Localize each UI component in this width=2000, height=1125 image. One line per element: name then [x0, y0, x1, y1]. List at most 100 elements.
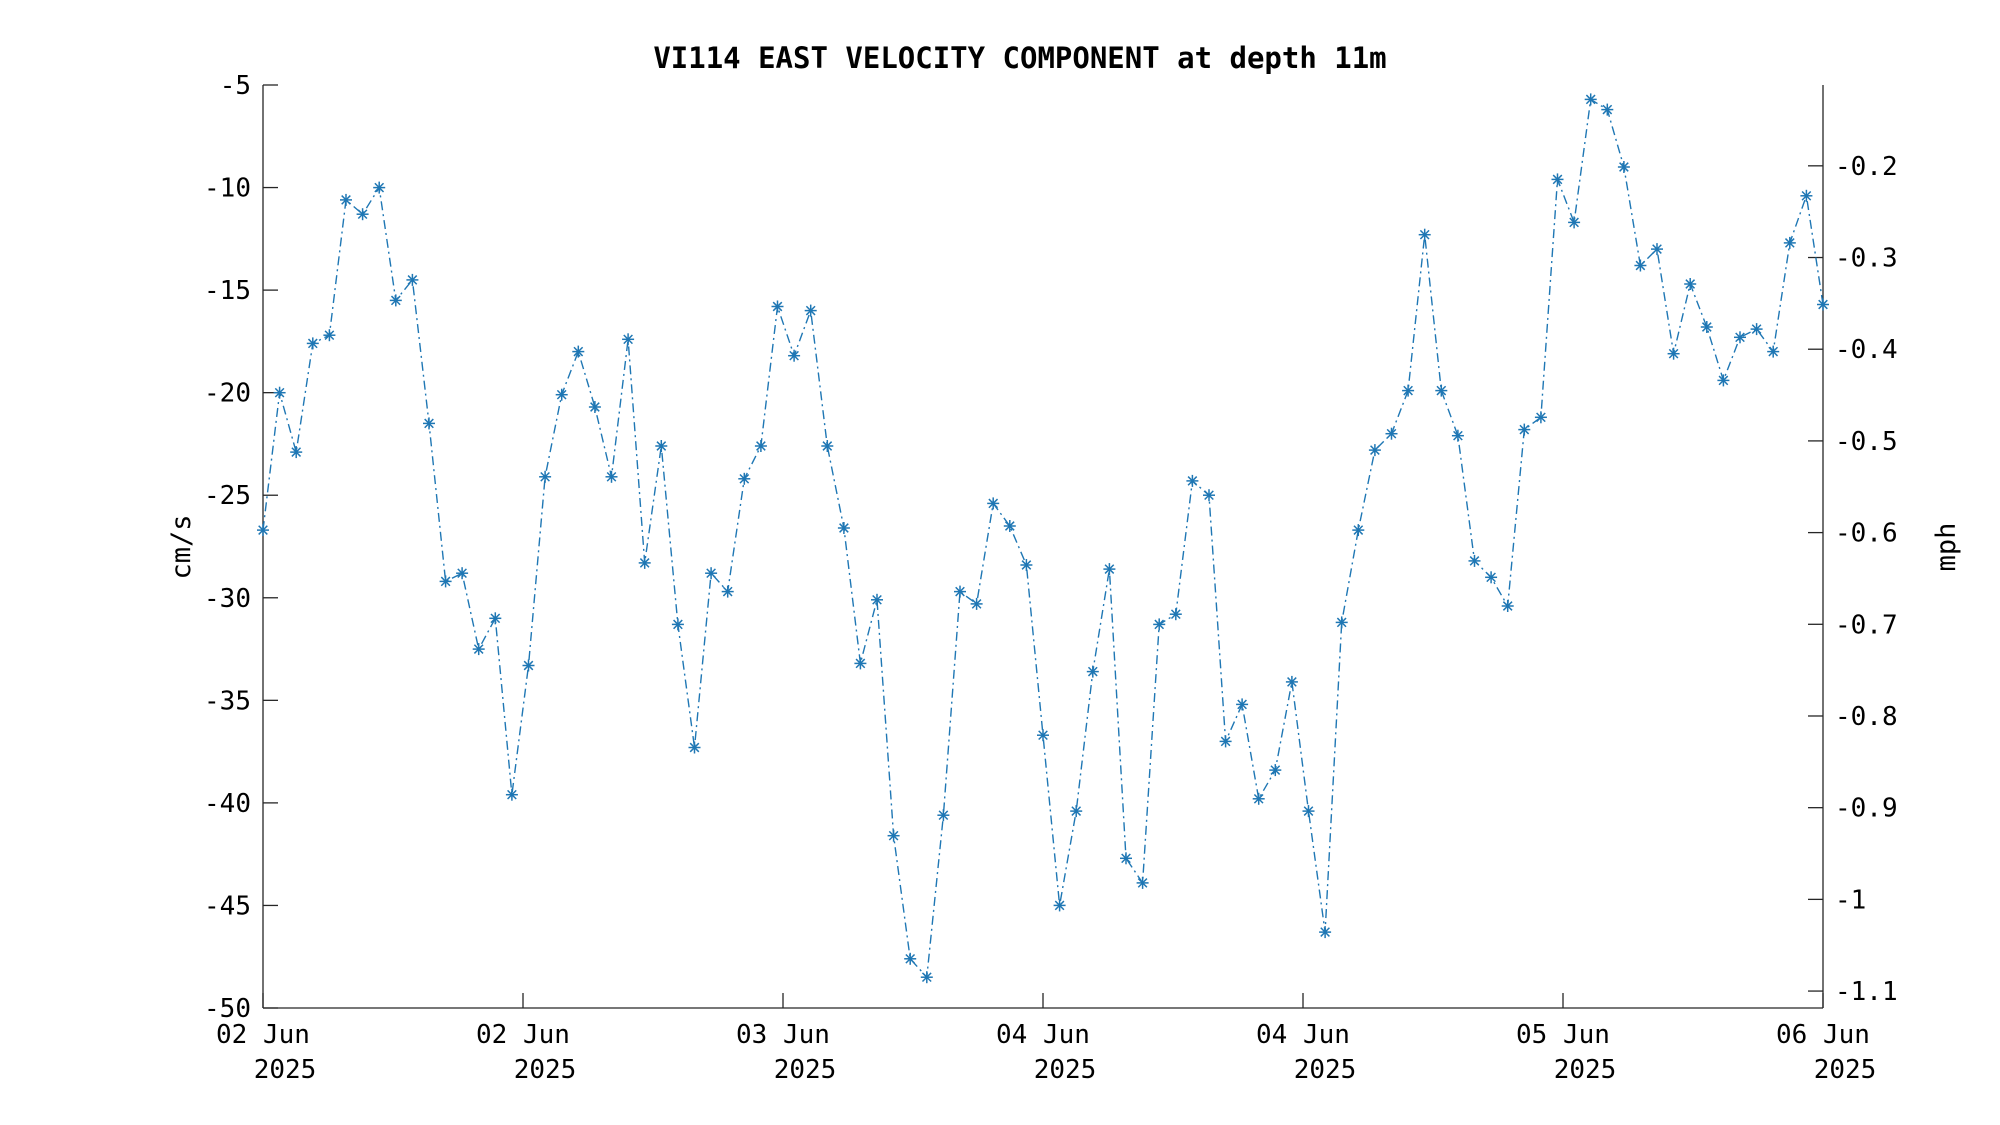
- right-y-tick-label: -0.6: [1835, 519, 1898, 549]
- data-point: [389, 294, 402, 307]
- y-tick-label: -25: [204, 481, 251, 511]
- data-point: [588, 401, 601, 413]
- x-tick-label-year: 2025: [1814, 1055, 1877, 1085]
- data-point: [788, 349, 801, 362]
- data-point: [1750, 323, 1763, 336]
- data-point: [655, 440, 668, 452]
- x-tick-label-year: 2025: [514, 1055, 577, 1085]
- data-point: [1767, 345, 1780, 358]
- data-point: [1634, 259, 1647, 272]
- data-point: [1468, 554, 1481, 567]
- data-point: [987, 497, 1000, 510]
- data-point: [257, 524, 269, 537]
- data-point: [572, 345, 585, 358]
- x-tick-label-year: 2025: [774, 1055, 837, 1085]
- data-point: [738, 472, 751, 485]
- data-point: [1817, 298, 1829, 311]
- data-point: [754, 440, 767, 452]
- y-axis-label: cm/s: [166, 514, 197, 579]
- data-point: [1734, 331, 1746, 344]
- data-point: [356, 208, 369, 221]
- data-point: [1136, 876, 1149, 889]
- data-point: [1435, 384, 1448, 397]
- right-y-tick-label: -0.5: [1835, 427, 1898, 457]
- data-point: [937, 809, 950, 822]
- data-point: [1518, 423, 1531, 436]
- data-point: [1783, 236, 1796, 249]
- y-tick-label: -30: [204, 584, 251, 614]
- data-point: [622, 333, 635, 346]
- x-tick-label: 04 Jun: [1256, 1020, 1350, 1050]
- data-point: [1120, 852, 1132, 865]
- data-point: [1103, 563, 1116, 576]
- x-tick-label-year: 2025: [1034, 1055, 1097, 1085]
- data-point: [871, 593, 883, 606]
- x-tick-label: 04 Jun: [996, 1020, 1090, 1050]
- data-point: [854, 657, 867, 670]
- right-y-axis-label: mph: [1931, 523, 1962, 572]
- data-series: [257, 93, 1829, 984]
- data-point: [1319, 926, 1332, 939]
- data-point: [340, 193, 352, 206]
- axes: -5 -10 -15 -20 -25 -30 -35 -40 -45 -50 -0.2 -0.3 -0.…: [204, 71, 1898, 1085]
- data-point: [505, 788, 518, 801]
- y-tick-label: -15: [204, 276, 251, 306]
- series-line: [262, 98, 1824, 979]
- data-point: [1203, 489, 1215, 502]
- data-point: [1368, 444, 1381, 457]
- data-point: [970, 597, 983, 610]
- data-point: [1219, 735, 1232, 748]
- data-point: [1302, 805, 1315, 818]
- data-point: [1169, 608, 1182, 621]
- data-point: [705, 567, 718, 580]
- data-point: [1269, 764, 1282, 777]
- data-point: [522, 659, 535, 672]
- right-y-tick-label: -1.1: [1835, 977, 1898, 1007]
- data-point: [1601, 103, 1614, 116]
- data-point: [821, 440, 834, 452]
- right-y-tick-label: -0.2: [1835, 152, 1898, 182]
- x-tick-label: 05 Jun: [1516, 1020, 1610, 1050]
- data-point: [1534, 411, 1547, 424]
- right-y-tick-label: -0.3: [1835, 244, 1898, 274]
- data-point: [323, 329, 336, 342]
- data-point: [1352, 524, 1365, 537]
- data-point: [1285, 675, 1298, 688]
- right-y-tick-label: -0.9: [1835, 794, 1898, 824]
- data-point: [605, 470, 618, 483]
- data-point: [1037, 729, 1049, 742]
- data-point: [1651, 243, 1663, 256]
- data-point: [1186, 474, 1199, 487]
- data-point: [423, 417, 435, 430]
- data-point: [1070, 805, 1083, 818]
- data-point: [1418, 228, 1431, 241]
- data-point: [306, 337, 319, 350]
- data-point: [539, 470, 552, 483]
- data-point: [1684, 278, 1697, 290]
- chart-title: VI114 EAST VELOCITY COMPONENT at depth 1…: [653, 41, 1386, 75]
- data-point: [1385, 427, 1398, 440]
- x-tick-label-year: 2025: [1554, 1055, 1617, 1085]
- data-point: [1236, 698, 1249, 711]
- data-point: [920, 971, 933, 984]
- right-y-tick-label: -1: [1835, 885, 1866, 915]
- data-point: [721, 585, 734, 598]
- data-point: [771, 300, 784, 313]
- data-point: [837, 522, 850, 534]
- data-point: [954, 585, 966, 598]
- data-point: [1667, 347, 1680, 360]
- data-point: [904, 952, 917, 965]
- data-point: [1003, 520, 1016, 532]
- y-tick-label: -35: [204, 686, 251, 716]
- y-tick-label: -50: [204, 994, 251, 1024]
- data-point: [1617, 161, 1630, 173]
- data-point: [489, 612, 502, 625]
- data-point: [472, 643, 485, 656]
- data-point: [1402, 384, 1415, 397]
- x-tick-label: 02 Jun: [216, 1020, 310, 1050]
- y-tick-label: -40: [204, 789, 251, 819]
- data-point: [1485, 571, 1498, 584]
- data-point: [406, 273, 419, 286]
- data-point: [1335, 616, 1348, 629]
